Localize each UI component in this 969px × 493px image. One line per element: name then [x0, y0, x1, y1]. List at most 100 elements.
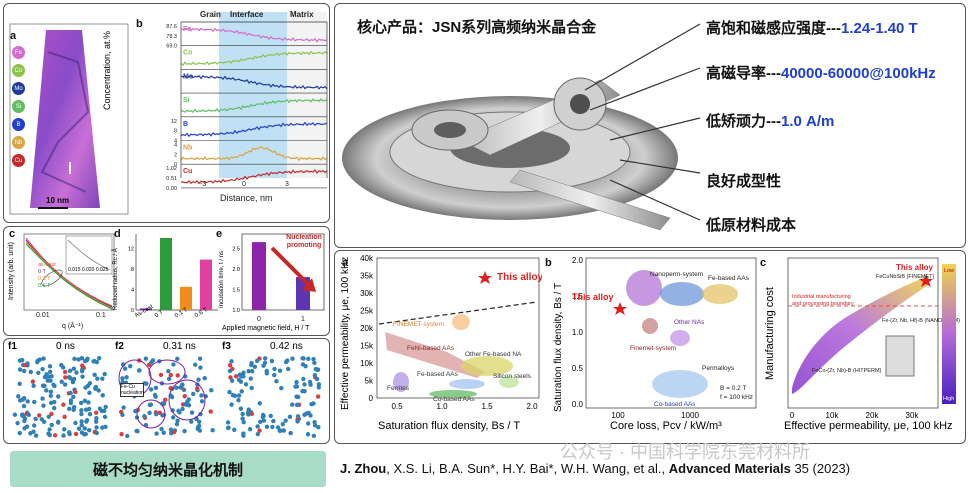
profile-x-tick-3: 3 [285, 181, 289, 188]
atom [147, 410, 152, 416]
atom [243, 382, 249, 387]
atom [66, 430, 72, 435]
region-grain: Grain [200, 10, 221, 19]
atom [182, 394, 187, 399]
atom [17, 430, 22, 436]
chart-c-this-alloy: This alloy [896, 263, 933, 272]
region-finemet-b [642, 318, 658, 334]
feature-label: 低原材料成本 [706, 217, 797, 234]
profile-element-label: B [183, 121, 188, 128]
atom [249, 360, 254, 366]
atom [72, 356, 77, 361]
atom [191, 391, 196, 397]
region-matrix: Matrix [290, 10, 314, 19]
chart-b-region-label: Finemet-system [630, 345, 676, 352]
atom [92, 372, 97, 378]
radius-y-tick: 12 [128, 246, 134, 252]
atom [208, 409, 213, 414]
atom [170, 408, 175, 413]
atom [246, 368, 251, 374]
profile-y-tick: 12 [171, 119, 177, 125]
atom [175, 356, 180, 362]
atom [249, 411, 255, 416]
chart-a-this-alloy: This alloy [497, 272, 542, 283]
atom [47, 369, 53, 375]
atom [143, 356, 149, 361]
concentration-profiles: Fe 87.6 78.3 69.0 Co Mo Si B 12 8 4 Nb 4 2 0 Cu 1.02 0.51… [166, 12, 328, 192]
atom [41, 419, 47, 425]
atom [311, 433, 317, 439]
atom [87, 427, 92, 433]
chart-a-region-label: Co-based AAs [433, 396, 475, 403]
saxs-inset-ticks: 0.015 0.020 0.025 [68, 267, 108, 273]
atom [22, 362, 28, 368]
atom [47, 427, 52, 432]
incubation-bar-0 [252, 242, 266, 310]
bottom-left-panel [3, 338, 330, 444]
atom [136, 368, 142, 373]
profile-y-tick: 87.6 [166, 24, 177, 30]
atom [301, 376, 306, 382]
atom [229, 378, 235, 383]
atom [94, 430, 99, 436]
atom [271, 418, 276, 424]
atom [176, 408, 181, 414]
radius-y-label: Reduced radius, Rc / Å [113, 248, 119, 310]
atom [198, 365, 203, 370]
atom [229, 402, 234, 407]
atom [183, 402, 189, 407]
nucleation-cluster [148, 359, 186, 385]
atom [264, 368, 269, 374]
md-frame-f1 [12, 356, 108, 438]
profile-y-tick: 4 [174, 139, 177, 145]
atom [79, 422, 84, 428]
atom [128, 364, 133, 369]
atom [264, 424, 270, 430]
atom [194, 386, 200, 391]
chart-b-condition: B = 0.2 T [720, 385, 746, 392]
saxs-inset-tick: 0.020 [81, 267, 95, 273]
atom [241, 374, 246, 379]
region-fe-aas-b [660, 282, 704, 306]
atom [241, 419, 246, 425]
atom [100, 376, 105, 381]
atom [152, 392, 158, 398]
atom [283, 359, 289, 365]
atom [295, 419, 300, 424]
atom [66, 374, 72, 380]
atom [290, 402, 295, 407]
radius-bar-0-1-t [180, 286, 192, 310]
atom [171, 362, 176, 367]
atom [236, 393, 242, 398]
atom [153, 385, 159, 391]
atom [41, 356, 46, 361]
chart-a-region-label: FeNi-based AAs [407, 345, 455, 352]
apt-reconstruction [9, 23, 129, 215]
atom [103, 424, 108, 429]
profile-y-axis: Concentration, at.% [102, 30, 112, 110]
atom [46, 431, 51, 436]
atom [71, 394, 76, 400]
atom [295, 414, 301, 419]
atom [76, 426, 82, 431]
profile-y-tick: 78.3 [166, 34, 177, 40]
atom [171, 429, 177, 435]
profile-curve-fe [180, 27, 328, 43]
atom [80, 374, 85, 379]
atom [149, 360, 154, 365]
chart-b-label: b [545, 257, 552, 269]
atom [303, 364, 308, 369]
atom [174, 421, 180, 427]
atom [55, 420, 61, 425]
atom [197, 428, 203, 433]
atom [86, 400, 91, 405]
region-finemet [452, 314, 470, 330]
saxs-legend-item: 0.6 T [38, 283, 51, 289]
atom [154, 431, 159, 436]
atom [33, 416, 38, 422]
atom [272, 372, 277, 378]
atom [87, 390, 92, 395]
atom [287, 414, 293, 419]
atom [166, 368, 171, 374]
atom [102, 371, 107, 377]
